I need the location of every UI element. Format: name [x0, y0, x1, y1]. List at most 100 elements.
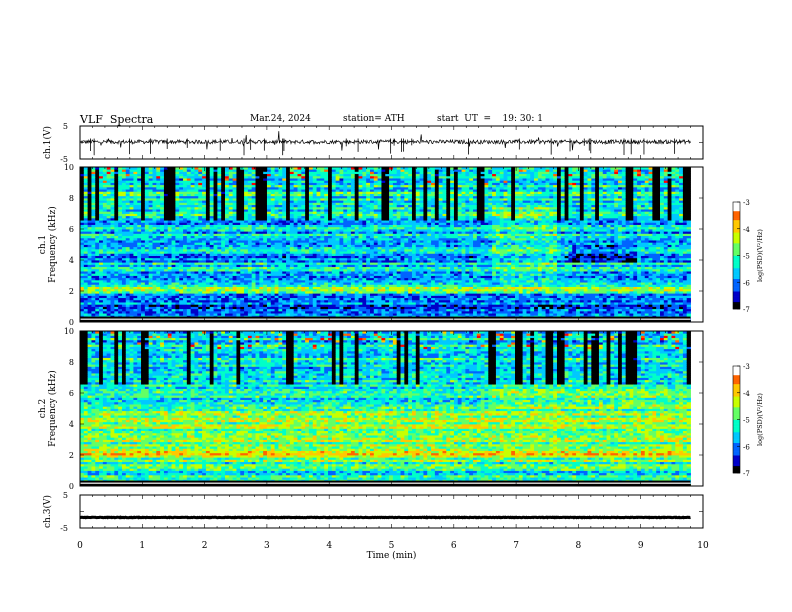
heatmap-cell — [270, 268, 276, 272]
heatmap-cell — [255, 246, 260, 250]
heatmap-cell — [118, 204, 123, 208]
heatmap-cell — [270, 310, 276, 314]
heatmap-cell — [95, 169, 100, 172]
heatmap-cell — [160, 279, 165, 283]
heatmap-cell — [106, 169, 111, 172]
heatmap-cell — [156, 226, 161, 230]
heatmap-cell — [263, 308, 268, 312]
heatmap-cell — [312, 186, 317, 190]
heatmap-cell — [244, 195, 249, 199]
heatmap-cell — [263, 175, 268, 179]
heatmap-cell — [308, 184, 314, 188]
heatmap-cell — [175, 240, 180, 243]
heatmap-cell — [331, 251, 337, 254]
heatmap-cell — [293, 262, 298, 265]
heatmap-cell — [339, 173, 344, 177]
heatmap-cell — [236, 231, 241, 234]
heatmap-cell — [225, 288, 230, 292]
heatmap-cell — [293, 189, 298, 192]
heatmap-cell — [301, 191, 306, 194]
heatmap-cell — [99, 237, 104, 241]
heatmap-cell — [324, 178, 329, 181]
heatmap-cell — [240, 268, 245, 272]
heatmap-cell — [217, 213, 222, 217]
heatmap-cell — [339, 209, 344, 212]
heatmap-cell — [228, 262, 234, 265]
heatmap-cell — [251, 271, 256, 274]
heatmap-cell — [80, 184, 85, 188]
heatmap-cell — [183, 217, 188, 221]
heatmap-cell — [190, 178, 195, 181]
heatmap-cell — [163, 226, 169, 230]
heatmap-cell — [190, 169, 195, 172]
heatmap-cell — [343, 284, 348, 287]
heatmap-cell — [106, 198, 111, 201]
heatmap-cell — [236, 288, 241, 292]
heatmap-cell — [221, 237, 226, 241]
heatmap-cell — [141, 240, 146, 243]
heatmap-cell — [148, 211, 153, 214]
heatmap-cell — [240, 313, 245, 316]
heatmap-cell — [217, 233, 222, 237]
heatmap-cell — [190, 264, 195, 268]
heatmap-cell — [190, 262, 195, 265]
heatmap-cell — [102, 293, 108, 296]
heatmap-cell — [163, 178, 169, 181]
heatmap-cell — [205, 246, 211, 250]
heatmap-cell — [308, 264, 314, 268]
heatmap-cell — [175, 237, 180, 241]
heatmap-cell — [328, 171, 333, 175]
heatmap-cell — [289, 233, 295, 237]
heatmap-cell — [137, 268, 142, 272]
heatmap-cell — [133, 286, 138, 290]
heatmap-cell — [308, 253, 314, 256]
heatmap-cell — [312, 200, 317, 203]
heatmap-cell — [266, 237, 272, 241]
heatmap-cell — [259, 251, 264, 254]
heatmap-cell — [228, 246, 234, 250]
heatmap-cell — [121, 268, 127, 272]
heatmap-cell — [167, 286, 172, 290]
heatmap-cell — [183, 189, 188, 192]
heatmap-cell — [255, 229, 260, 232]
heatmap-cell — [167, 180, 172, 183]
heatmap-cell — [133, 257, 138, 261]
heatmap-cell — [312, 178, 317, 181]
heatmap-cell — [236, 255, 241, 259]
heatmap-cell — [312, 275, 317, 279]
heatmap-cell — [91, 310, 96, 314]
heatmap-cell — [301, 193, 306, 197]
heatmap-cell — [301, 180, 306, 183]
heatmap-cell — [121, 288, 127, 292]
heatmap-cell — [240, 224, 245, 228]
heatmap-cell — [99, 217, 104, 221]
heatmap-cell — [137, 279, 142, 283]
heatmap-cell — [232, 198, 237, 201]
heatmap-cell — [118, 191, 123, 194]
heatmap-cell — [118, 209, 123, 212]
heatmap-cell — [305, 211, 310, 214]
heatmap-cell — [133, 191, 138, 194]
heatmap-cell — [244, 237, 249, 241]
heatmap-cell — [179, 202, 184, 206]
heatmap-cell — [236, 246, 241, 250]
heatmap-cell — [236, 226, 241, 230]
heatmap-cell — [186, 299, 192, 303]
heatmap-cell — [308, 284, 314, 287]
heatmap-cell — [202, 251, 207, 254]
heatmap-cell — [194, 209, 199, 212]
heatmap-cell — [171, 186, 176, 190]
heatmap-cell — [152, 295, 157, 299]
heatmap-cell — [95, 308, 100, 312]
heatmap-cell — [289, 308, 295, 312]
heatmap-cell — [217, 302, 222, 305]
heatmap-cell — [190, 231, 195, 234]
heatmap-cell — [331, 262, 337, 265]
heatmap-cell — [160, 200, 165, 203]
heatmap-cell — [251, 310, 256, 314]
heatmap-cell — [289, 169, 295, 172]
heatmap-cell — [179, 310, 184, 314]
heatmap-cell — [244, 304, 249, 307]
heatmap-cell — [141, 291, 146, 294]
heatmap-cell — [312, 244, 317, 248]
